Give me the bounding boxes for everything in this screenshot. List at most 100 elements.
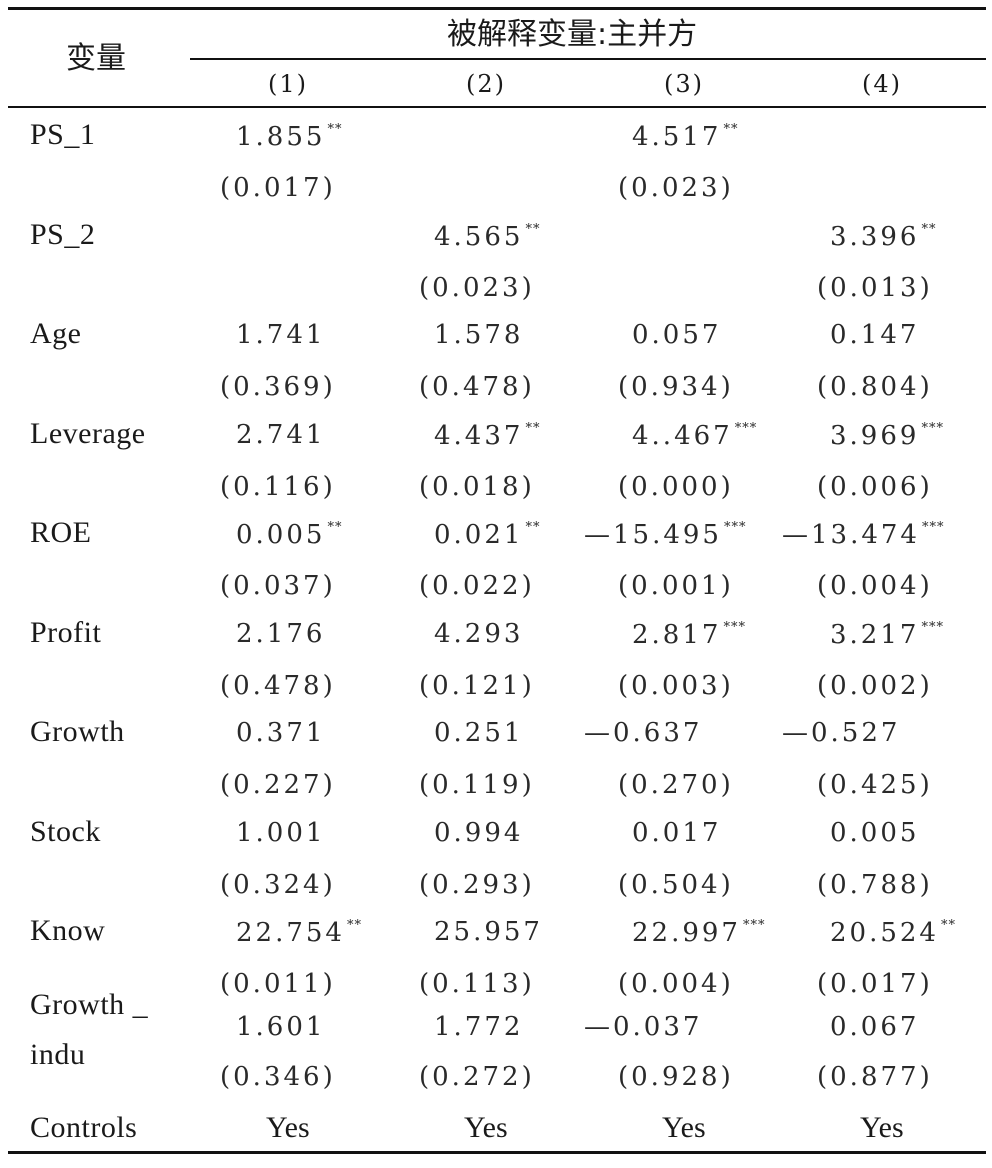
significance-stars: **: [723, 122, 739, 137]
coefficient-value: 1.772: [434, 1012, 524, 1042]
p-value: (0.804): [817, 372, 933, 402]
p-value: (0.121): [419, 670, 535, 701]
row-label: PS_2: [30, 217, 96, 251]
column-header-3: (3): [664, 70, 704, 98]
coefficient-value: 1.001: [236, 817, 326, 848]
p-value: (0.324): [220, 869, 336, 900]
coefficient: 22.997 ***: [632, 919, 765, 946]
p-value: (0.023): [618, 173, 734, 203]
row-label: Profit: [30, 615, 102, 649]
coefficient: —15.495 ***: [584, 521, 746, 548]
coefficient: —13.474 ***: [782, 521, 944, 548]
coefficient: 1.001: [236, 820, 325, 846]
coefficient: 0.067: [830, 1014, 919, 1040]
p-value: (0.478): [419, 372, 535, 402]
coefficient: 4.437 **: [434, 422, 540, 449]
significance-stars: ***: [921, 619, 944, 635]
coefficient-value: 25.957: [434, 917, 543, 947]
row-label: Age: [30, 317, 82, 350]
p-value: (0.270): [618, 770, 734, 800]
p-value: (0.293): [419, 869, 535, 900]
coefficient: 0.017: [632, 820, 721, 846]
p-value: (0.037): [220, 571, 336, 601]
coefficient-value: 4.517: [632, 122, 722, 152]
significance-stars: **: [327, 122, 343, 137]
coefficient-value: —0.037: [584, 1012, 703, 1042]
p-value: (0.928): [618, 1062, 734, 1092]
coefficient-value: 2.176: [236, 618, 326, 649]
coefficient: 0.994: [434, 820, 523, 846]
header-midrule: [190, 58, 986, 60]
coefficient: 1.741: [236, 322, 325, 348]
p-value: (0.504): [618, 869, 734, 900]
p-value: (0.369): [220, 372, 336, 402]
coefficient: 1.772: [434, 1014, 523, 1040]
bottom-rule: [8, 1151, 986, 1154]
coefficient-value: 22.754: [236, 918, 345, 948]
coefficient-value: —13.474: [782, 520, 920, 550]
variable-header: 变量: [66, 41, 126, 76]
coefficient-value: 0.994: [434, 817, 524, 848]
row-label: PS_1: [30, 118, 96, 151]
coefficient: 0.251: [434, 720, 523, 746]
significance-stars: ***: [742, 918, 766, 933]
coefficient: 3.396 **: [830, 223, 936, 250]
coefficient-value: 20.524: [830, 918, 939, 948]
coefficient: 0.057: [632, 322, 721, 348]
coefficient: 0.147: [830, 322, 919, 348]
coefficient: 1.855 **: [236, 123, 342, 150]
p-value: (0.113): [419, 969, 535, 999]
coefficient: 4.517 **: [632, 123, 738, 150]
p-value: (0.003): [618, 670, 734, 701]
p-value: (0.788): [817, 869, 933, 900]
p-value: (0.002): [817, 670, 933, 701]
p-value: (0.119): [419, 770, 535, 800]
row-label: indu: [30, 1038, 86, 1071]
p-value: (0.001): [618, 571, 734, 601]
p-value: (0.116): [220, 471, 336, 502]
coefficient-value: 4..467: [632, 420, 733, 451]
coefficient-value: 0.251: [434, 718, 524, 748]
significance-stars: **: [327, 520, 343, 535]
p-value: (0.022): [419, 571, 535, 601]
coefficient: 1.578: [434, 322, 523, 348]
coefficient: 0.005 **: [236, 521, 342, 548]
coefficient-value: 0.067: [830, 1012, 920, 1042]
coefficient-value: 2.817: [632, 619, 722, 650]
coefficient: 4.565 **: [434, 223, 540, 250]
coefficient: 20.524 **: [830, 919, 956, 946]
coefficient-value: 1.855: [236, 122, 326, 152]
p-value: (0.017): [220, 173, 336, 203]
coefficient-value: 0.005: [830, 817, 920, 848]
coefficient: 25.957: [434, 919, 543, 945]
coefficient: —0.527: [782, 720, 900, 746]
significance-stars: ***: [921, 420, 944, 436]
column-header-2: (2): [466, 70, 506, 98]
p-value: (0.006): [817, 471, 933, 502]
significance-stars: ***: [734, 420, 758, 436]
coefficient: 0.021 **: [434, 521, 540, 548]
coefficient: 2.817 ***: [632, 621, 746, 648]
controls-value: Yes: [860, 1111, 904, 1144]
coefficient-value: 0.021: [434, 520, 524, 550]
dependent-variable-header: 被解释变量:主并方: [447, 17, 698, 52]
coefficient-value: 4.565: [434, 221, 524, 252]
coefficient-value: —0.527: [782, 718, 901, 748]
p-value: (0.934): [618, 372, 734, 402]
p-value: (0.227): [220, 770, 336, 800]
significance-stars: ***: [921, 520, 945, 535]
p-value: (0.000): [618, 471, 734, 502]
coefficient: 3.217 ***: [830, 621, 944, 648]
significance-stars: **: [525, 221, 541, 237]
controls-value: Yes: [464, 1111, 508, 1144]
top-rule: [8, 7, 986, 10]
p-value: (0.272): [419, 1062, 535, 1092]
coefficient-value: 0.057: [632, 320, 722, 350]
coefficient-value: 0.371: [236, 718, 326, 748]
significance-stars: **: [525, 520, 541, 535]
coefficient-value: 0.147: [830, 320, 920, 350]
coefficient: 0.005: [830, 820, 919, 846]
p-value: (0.004): [618, 969, 734, 999]
p-value: (0.023): [419, 272, 535, 303]
coefficient-value: 22.997: [632, 918, 741, 948]
